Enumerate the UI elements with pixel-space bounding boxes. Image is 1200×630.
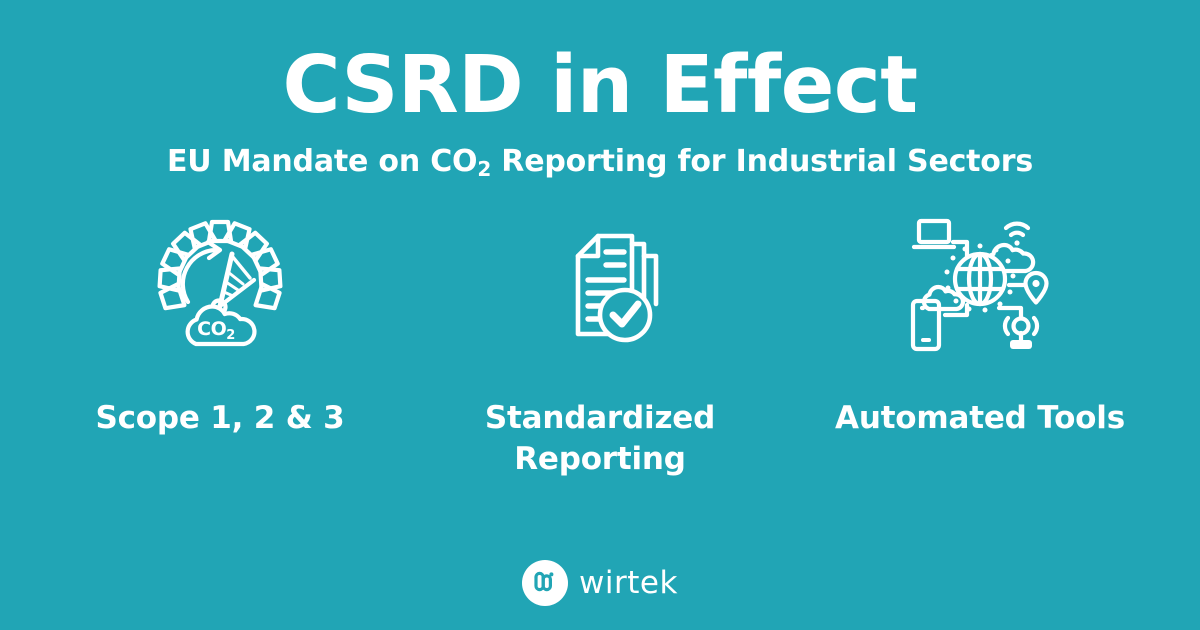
page-subtitle: EU Mandate on CO2 Reporting for Industri… — [0, 144, 1200, 181]
feature-card-label: Standardized Reporting — [485, 398, 715, 480]
subtitle-subscript: 2 — [477, 157, 492, 181]
check-badge — [597, 287, 653, 343]
label-line-1: Standardized — [484, 400, 716, 436]
check-icon — [609, 300, 642, 328]
wirtek-w-glyph — [534, 571, 554, 592]
feature-card-tools: Automated Tools — [790, 206, 1170, 439]
iot-network-icon — [910, 218, 1049, 352]
wirtek-dot — [549, 572, 554, 577]
dotted-ring — [944, 243, 1016, 313]
feature-card-label: Scope 1, 2 & 3 — [95, 400, 345, 436]
header: CSRD in Effect EU Mandate on CO2 Reporti… — [0, 0, 1200, 181]
label-line-2: Reporting — [514, 440, 686, 477]
document-check-icon — [575, 233, 659, 343]
wirtek-logo-mark — [522, 560, 569, 606]
globe-icon — [952, 251, 1008, 307]
icon-container: CO2 — [150, 206, 290, 366]
page-title: CSRD in Effect — [282, 39, 918, 131]
brand-logo: wirtek — [0, 560, 1200, 606]
icon-container — [530, 206, 670, 366]
feature-cards: CO2 Scope 1, 2 & 3 — [0, 206, 1200, 480]
smartphone-icon — [910, 298, 942, 352]
co2-cloud: CO2 — [185, 304, 257, 347]
cloud-icon-left — [921, 284, 966, 312]
feature-card-scope: CO2 Scope 1, 2 & 3 — [30, 206, 410, 439]
co2-gauge-icon: CO2 — [157, 219, 283, 347]
wifi-icon — [1003, 221, 1031, 246]
subtitle-text-before: EU Mandate on CO — [167, 144, 478, 179]
brand-name: wirtek — [579, 564, 678, 601]
laptop-icon — [911, 218, 957, 250]
subtitle-text-after: Reporting for Industrial Sectors — [491, 144, 1033, 179]
beacon-icon — [1002, 315, 1040, 349]
feature-card-label: Automated Tools — [835, 400, 1125, 436]
icon-container — [905, 206, 1055, 366]
feature-card-reporting: Standardized Reporting — [410, 206, 790, 480]
location-pin-icon — [1023, 270, 1049, 305]
